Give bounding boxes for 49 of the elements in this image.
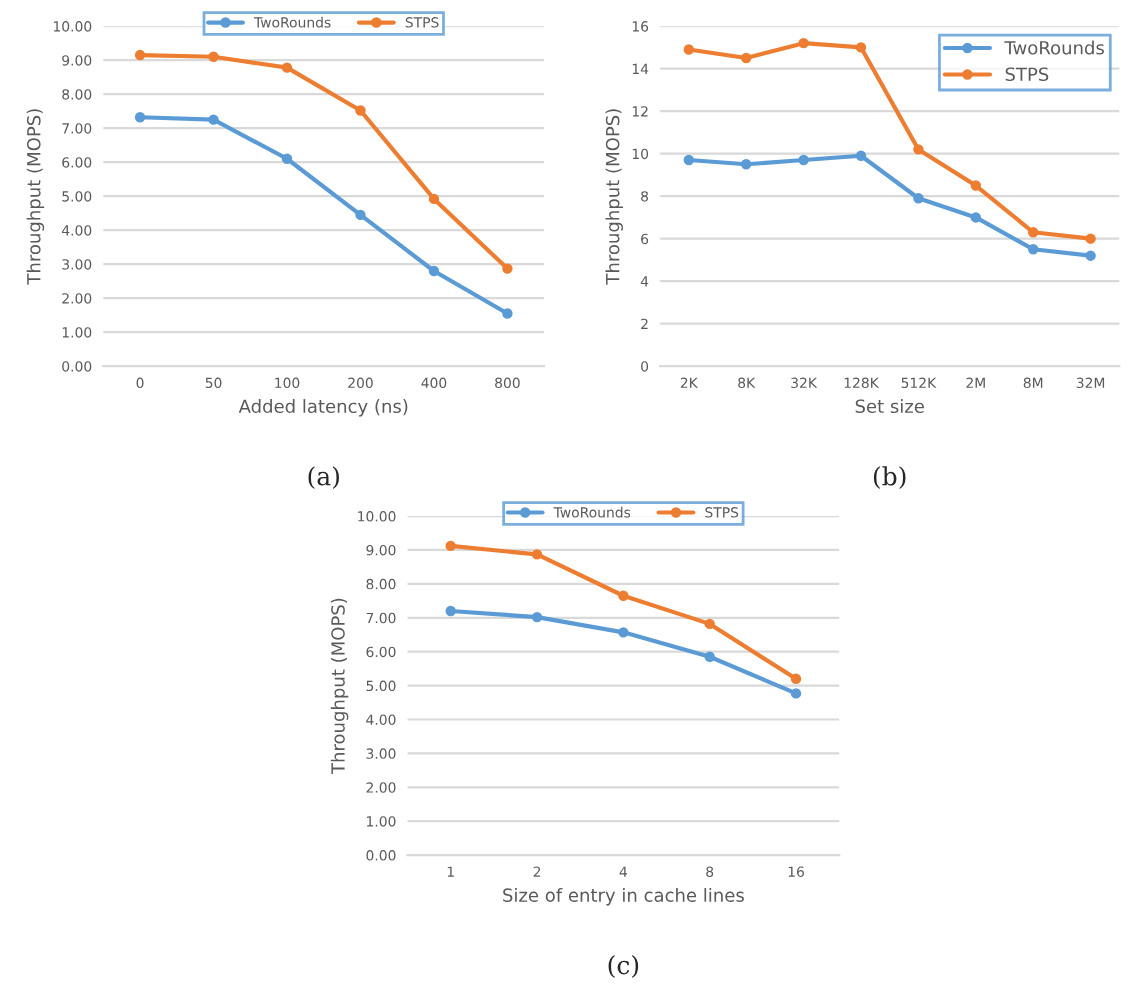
point <box>913 144 924 155</box>
y-axis-title: Throughput (MOPS) <box>26 109 45 285</box>
point <box>208 51 219 62</box>
point <box>790 688 802 699</box>
legend-label: STPS <box>1005 67 1049 82</box>
point <box>798 154 809 166</box>
point <box>281 62 293 73</box>
legend-label: TwoRounds <box>1004 40 1104 55</box>
point <box>618 590 629 601</box>
point <box>134 112 146 123</box>
point <box>445 540 456 552</box>
point <box>428 193 440 205</box>
point <box>502 308 513 319</box>
point <box>531 549 543 560</box>
text: (b) <box>873 466 906 490</box>
y-axis-title: Throughput (MOPS) <box>605 109 623 285</box>
point <box>790 673 802 685</box>
point <box>970 180 982 191</box>
x-axis-title: Size of entry in cache lines <box>503 887 744 906</box>
point <box>445 605 456 617</box>
point <box>1085 250 1096 261</box>
point <box>502 263 513 274</box>
point <box>618 627 629 638</box>
point <box>798 37 809 49</box>
point <box>134 49 146 61</box>
point <box>970 212 982 223</box>
point <box>855 150 867 161</box>
point <box>704 618 715 630</box>
point <box>704 651 715 662</box>
point <box>913 193 924 204</box>
point <box>1085 233 1096 244</box>
point <box>683 154 695 166</box>
point <box>683 44 695 55</box>
point <box>208 114 219 125</box>
point <box>1027 244 1039 255</box>
point <box>855 42 867 53</box>
point <box>428 265 440 277</box>
point <box>355 105 366 116</box>
text: (c) <box>608 955 639 978</box>
y-axis-title: Throughput (MOPS) <box>330 598 349 775</box>
text: (a) <box>308 466 339 490</box>
point <box>740 52 752 64</box>
point <box>281 153 293 164</box>
point <box>740 159 752 170</box>
point <box>531 611 543 623</box>
point <box>355 209 366 221</box>
x-axis-title: Set size <box>855 399 924 414</box>
point <box>1027 227 1039 238</box>
x-axis-title: Added latency (ns) <box>238 399 408 417</box>
